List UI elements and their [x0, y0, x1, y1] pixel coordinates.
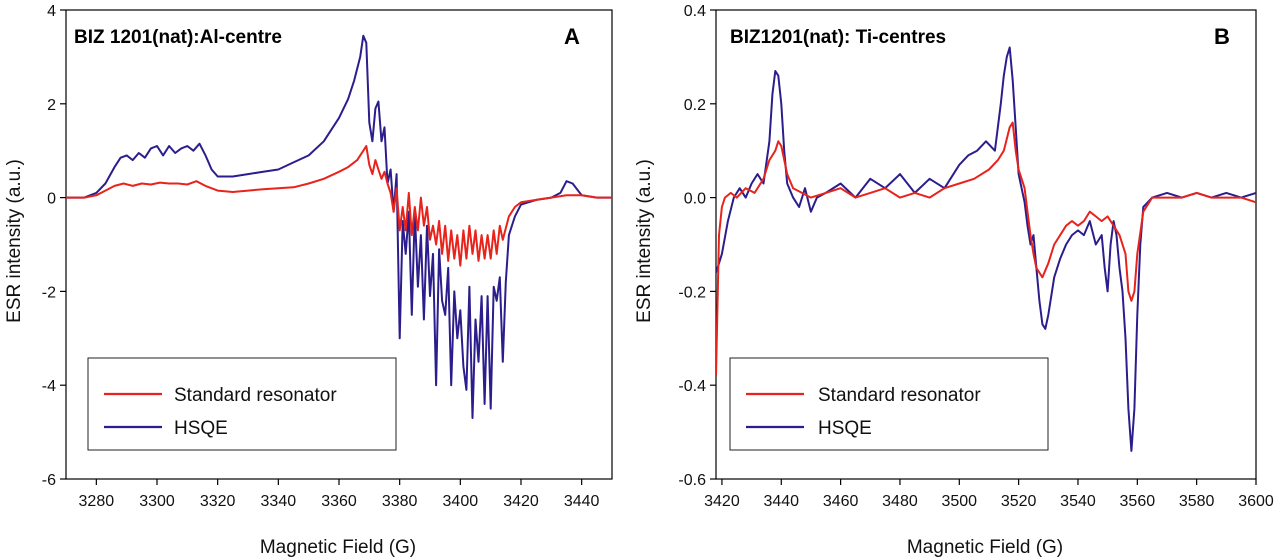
- panel-b-x-tick-label-2: 3460: [823, 493, 859, 510]
- panel-a-y-tick-label-2: -2: [42, 284, 56, 301]
- panel-a-x-tick-label-5: 3380: [382, 493, 418, 510]
- panel-a-x-tick-label-2: 3320: [200, 493, 236, 510]
- panel-b-x-tick-label-6: 3540: [1060, 493, 1096, 510]
- panel-a-series-standard-resonator-line: [66, 145, 612, 267]
- panel-b-x-tick-label-0: 3420: [704, 493, 740, 510]
- panel-b-legend-label-hsqe: HSQE: [818, 418, 872, 439]
- panel-b-legend: Standard resonator HSQE: [729, 357, 1049, 451]
- panel-a-x-tick-label-4: 3360: [321, 493, 357, 510]
- panel-b-series-standard-resonator-line: [716, 121, 1256, 376]
- panel-a-letter: A: [564, 24, 580, 49]
- panel-a-title: BIZ 1201(nat):Al-centre: [74, 27, 282, 48]
- panel-a-x-tick-label-7: 3420: [503, 493, 539, 510]
- panel-b-y-axis-title: ESR intensity (a.u.): [634, 159, 655, 323]
- panel-a-legend: Standard resonator HSQE: [87, 357, 397, 451]
- panel-b-x-tick-label-7: 3560: [1120, 493, 1156, 510]
- panel-a-legend-label-hsqe: HSQE: [174, 418, 228, 439]
- panel-b-y-tick-label-3: 0.0: [684, 191, 706, 208]
- panel-b-legend-label-standard: Standard resonator: [818, 385, 981, 406]
- panel-b-plot-frame: [715, 9, 1257, 480]
- panel-b-x-tick-label-8: 3580: [1179, 493, 1215, 510]
- panel-b-y-tick-label-0: -0.6: [678, 472, 706, 489]
- panel-a-x-tick-label-0: 3280: [79, 493, 115, 510]
- panel-a-legend-label-standard: Standard resonator: [174, 385, 337, 406]
- panel-a-y-tick-label-4: 2: [47, 97, 56, 114]
- panel-b-legend-box: [729, 357, 1049, 451]
- panel-a-y-tick-label-1: -4: [42, 378, 56, 395]
- panel-a-y-tick-label-3: 0: [47, 191, 56, 208]
- panel-a: ESR intensity (a.u.) Magnetic Field (G) …: [4, 3, 613, 558]
- panel-a-x-tick-label-3: 3340: [261, 493, 297, 510]
- panel-a-series-hsqe-line: [66, 34, 612, 419]
- panel-b-series-hsqe-line: [716, 46, 1256, 452]
- panel-b-letter: B: [1214, 24, 1230, 49]
- panel-b-x-tick-label-1: 3440: [763, 493, 799, 510]
- panel-a-y-tick-label-0: -6: [42, 472, 56, 489]
- panel-a-y-tick-label-5: 4: [47, 3, 56, 20]
- panel-a-y-axis-title: ESR intensity (a.u.): [4, 159, 25, 323]
- panel-b: ESR intensity (a.u.) Magnetic Field (G) …: [634, 3, 1274, 558]
- panel-a-x-tick-label-1: 3300: [139, 493, 175, 510]
- panel-b-y-tick-label-4: 0.2: [684, 97, 706, 114]
- panel-a-legend-box: [87, 357, 397, 451]
- panel-a-x-tick-label-6: 3400: [443, 493, 479, 510]
- panel-a-x-tick-label-8: 3440: [564, 493, 600, 510]
- panel-b-x-tick-label-4: 3500: [941, 493, 977, 510]
- panel-b-x-tick-label-5: 3520: [1001, 493, 1037, 510]
- panel-b-x-tick-label-3: 3480: [882, 493, 918, 510]
- panel-b-x-axis-title: Magnetic Field (G): [907, 537, 1063, 558]
- panel-b-title: BIZ1201(nat): Ti-centres: [730, 27, 946, 48]
- panel-b-y-tick-label-1: -0.4: [678, 378, 706, 395]
- panel-b-y-tick-label-5: 0.4: [684, 3, 706, 20]
- panel-b-x-tick-label-9: 3600: [1238, 493, 1274, 510]
- panel-a-x-axis-title: Magnetic Field (G): [260, 537, 416, 558]
- panel-b-y-tick-label-2: -0.2: [678, 284, 706, 301]
